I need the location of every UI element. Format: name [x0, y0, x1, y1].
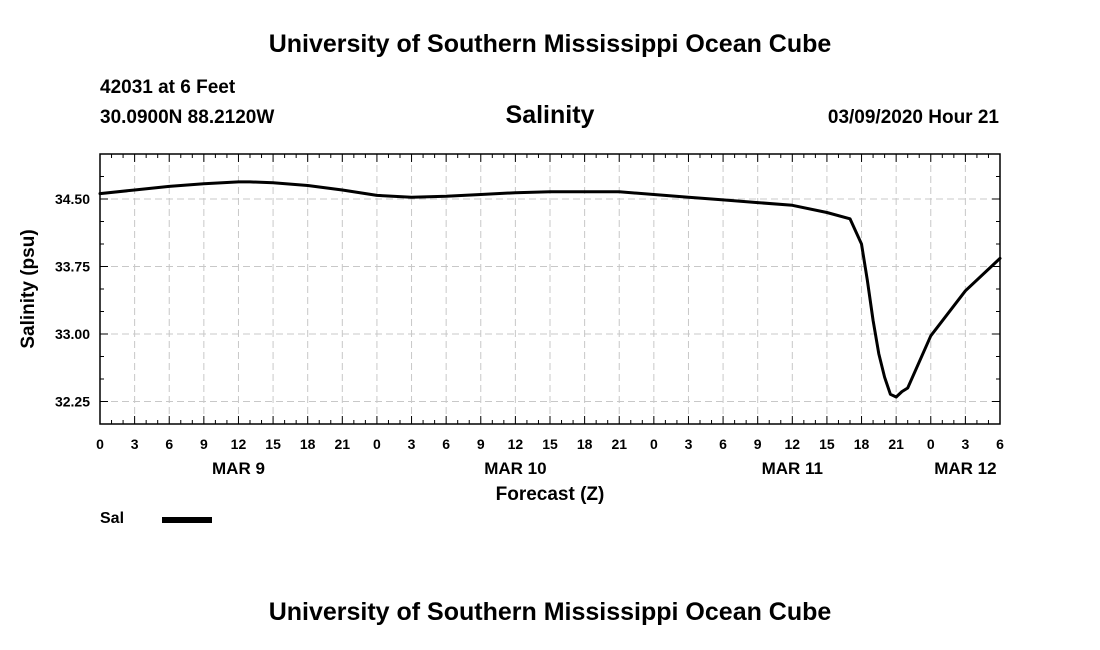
x-tick-label: 12: [508, 436, 524, 452]
x-tick-label: 21: [888, 436, 904, 452]
x-tick-label: 0: [373, 436, 381, 452]
x-tick-label: 15: [819, 436, 835, 452]
series-line-sal: [98, 180, 1002, 399]
x-tick-label: 0: [96, 436, 104, 452]
x-tick-label: 18: [300, 436, 316, 452]
chart-footer-title: University of Southern Mississippi Ocean…: [268, 598, 832, 626]
coordinates-label: 30.0900N 88.2120W: [100, 107, 275, 128]
x-tick-label: 21: [335, 436, 351, 452]
x-tick-label: 0: [927, 436, 935, 452]
x-tick-label: 3: [131, 436, 139, 452]
x-tick-label: 6: [442, 436, 450, 452]
x-tick-label: 6: [996, 436, 1004, 452]
station-label: 42031 at 6 Feet: [100, 77, 236, 98]
x-tick-label: 6: [719, 436, 727, 452]
y-axis-label: Salinity (psu): [18, 229, 39, 348]
x-tick-label: 9: [477, 436, 485, 452]
x-tick-label: 12: [231, 436, 247, 452]
legend-label-sal: Sal: [100, 510, 125, 527]
chart-header-title: University of Southern Mississippi Ocean…: [268, 30, 832, 58]
y-axis: 32.25 33.00 33.75 34.50: [55, 176, 1000, 410]
date-label: MAR 9: [212, 459, 265, 478]
chart-title: Salinity: [505, 101, 595, 129]
y-tick-label: 34.50: [55, 191, 90, 207]
grid-lines: [100, 154, 1000, 424]
forecast-datetime: 03/09/2020 Hour 21: [827, 107, 999, 128]
y-tick-label: 32.25: [55, 394, 90, 410]
x-tick-label: 18: [854, 436, 870, 452]
x-tick-label: 6: [165, 436, 173, 452]
x-axis-label: Forecast (Z): [496, 484, 605, 505]
legend-swatch-sal: [162, 517, 212, 523]
x-tick-label: 15: [542, 436, 558, 452]
date-label: MAR 11: [762, 459, 823, 478]
y-tick-label: 33.00: [55, 326, 90, 342]
x-axis: 0 3 6 9 12 15 18 21 0 3 6 9 12 15 18 21 0 3 6 9 12 15 18 21 0 3 6M…: [96, 154, 1004, 478]
x-tick-label: 18: [577, 436, 593, 452]
date-label: MAR 10: [484, 459, 546, 478]
y-tick-label: 33.75: [55, 259, 90, 275]
series-layer: [98, 180, 1002, 399]
x-tick-label: 3: [685, 436, 693, 452]
x-tick-label: 21: [611, 436, 627, 452]
x-tick-label: 0: [650, 436, 658, 452]
x-tick-label: 12: [785, 436, 801, 452]
x-tick-label: 9: [200, 436, 208, 452]
date-label: MAR 12: [934, 459, 996, 478]
x-tick-label: 3: [961, 436, 969, 452]
x-tick-label: 9: [754, 436, 762, 452]
x-tick-label: 15: [265, 436, 281, 452]
x-tick-label: 3: [408, 436, 416, 452]
